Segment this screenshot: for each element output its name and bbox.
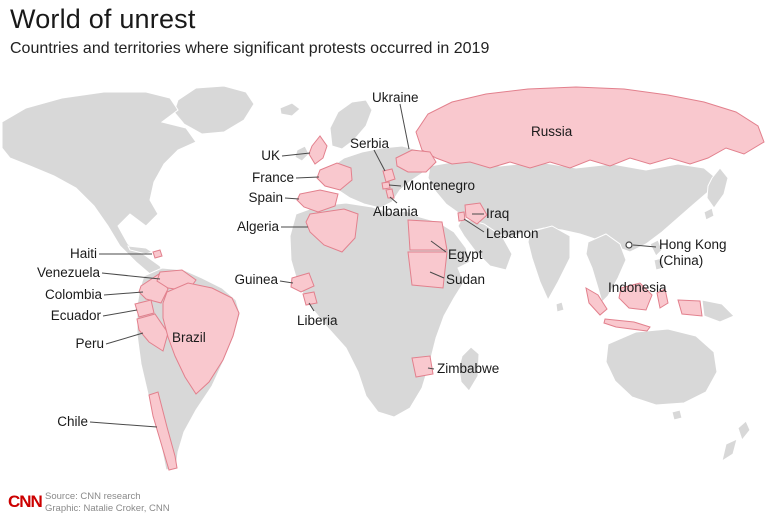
japan-shape [706,167,729,209]
egypt-shape [407,219,448,251]
leader-line-ecuador [102,309,138,317]
peru-shape [136,313,169,352]
map-label-spain: Spain [248,190,283,205]
indonesia-papua-shape [677,299,703,317]
russia-shape [415,86,765,169]
haiti-shape [152,249,163,259]
map-label-liberia: Liberia [297,313,338,328]
cnn-logo: CNN [8,492,43,511]
madagascar-shape [458,346,480,392]
map-label-haiti: Haiti [69,246,97,261]
map-label-venezuela: Venezuela [36,265,100,280]
leader-lines [89,103,657,428]
map-label-chile: Chile [57,414,88,429]
map-label-colombia: Colombia [44,287,102,302]
sudan-shape [407,251,448,289]
lebanon-shape [457,211,466,222]
guinea-shape [290,272,315,293]
leader-line-peru [105,332,144,345]
algeria-shape [305,208,359,253]
new-zealand-north-shape [737,420,751,442]
leader-line-montenegro [388,184,402,187]
map-label-hong-kong: Hong Kong (China) [659,237,727,269]
australia-shape [605,328,718,406]
hong-kong-marker [625,241,633,249]
leader-line-ukraine [399,103,410,150]
leader-line-venezuela [101,272,161,280]
leader-line-albania [389,196,398,204]
japan-south-shape [703,207,715,221]
page-subtitle: Countries and territories where signific… [10,40,490,57]
map-label-montenegro: Montenegro [403,178,476,193]
indonesia-java-shape [603,318,651,332]
leader-line-lebanon [463,218,485,233]
leader-line-chile [89,421,158,428]
india-shape [527,225,571,302]
map-label-guinea: Guinea [234,272,278,287]
serbia-shape [382,168,396,183]
source-line: Source: CNN research [45,491,141,502]
leader-line-liberia [308,302,315,312]
albania-shape [385,188,395,199]
scandinavia-shape [329,99,373,150]
philippines-shape [649,239,663,257]
map-label-uk: UK [261,148,280,163]
tasmania-shape [671,409,683,421]
leader-line-zimbabwe [427,367,435,370]
highlighted-countries [134,86,765,471]
source-credit: Source: CNN research Graphic: Natalie Cr… [45,491,170,515]
cuba-shape [127,245,154,255]
leader-line-colombia [103,291,144,296]
leader-line-uk [281,152,311,157]
indochina-shape [585,233,627,303]
arabia-shape [457,217,513,271]
map-label-peru: Peru [75,336,104,351]
liberia-shape [302,291,318,306]
leader-line-france [295,176,320,179]
map-label-egypt: Egypt [448,247,483,262]
spain-shape [296,189,339,213]
leader-line-egypt [430,240,447,253]
iceland-shape [279,102,301,117]
map-label-albania: Albania [373,204,419,219]
ukraine-shape [395,149,437,173]
map-label-ukraine: Ukraine [372,90,419,105]
leader-line-sudan [429,271,445,279]
indonesia-sumatra-shape [585,287,608,316]
map-label-serbia: Serbia [350,136,390,151]
zimbabwe-shape [411,355,434,378]
leader-line-hong-kong [632,244,657,248]
brazil-shape [162,282,240,395]
new-guinea-east-shape [701,299,735,323]
ecuador-shape [134,299,155,318]
map-label-lebanon: Lebanon [486,226,539,241]
map-label-france: France [251,170,294,185]
sri-lanka-shape [555,301,565,313]
map-label-zimbabwe: Zimbabwe [437,361,500,376]
greenland-shape [173,85,255,135]
leader-line-guinea [279,280,294,284]
map-label-indonesia: Indonesia [608,280,667,295]
indonesia-borneo-shape [618,282,653,311]
uk-shape [308,135,328,165]
north-america-shape [1,91,197,275]
chile-shape [148,391,178,471]
map-label-algeria: Algeria [236,219,279,234]
map-label-iraq: Iraq [486,206,510,221]
credit-line: Graphic: Natalie Croker, CNN [45,503,170,514]
indonesia-sulawesi-shape [656,288,669,309]
map-label-sudan: Sudan [446,272,486,287]
france-shape [316,162,353,191]
philippines-south-shape [653,257,665,271]
map-label-brazil: Brazil [172,330,206,345]
page-title: World of unrest [10,4,196,34]
map-label-russia: Russia [531,124,573,139]
new-zealand-south-shape [721,438,738,463]
leader-line-serbia [373,149,386,172]
leader-line-spain [284,197,300,200]
montenegro-shape [381,181,391,190]
map-label-ecuador: Ecuador [50,308,101,323]
